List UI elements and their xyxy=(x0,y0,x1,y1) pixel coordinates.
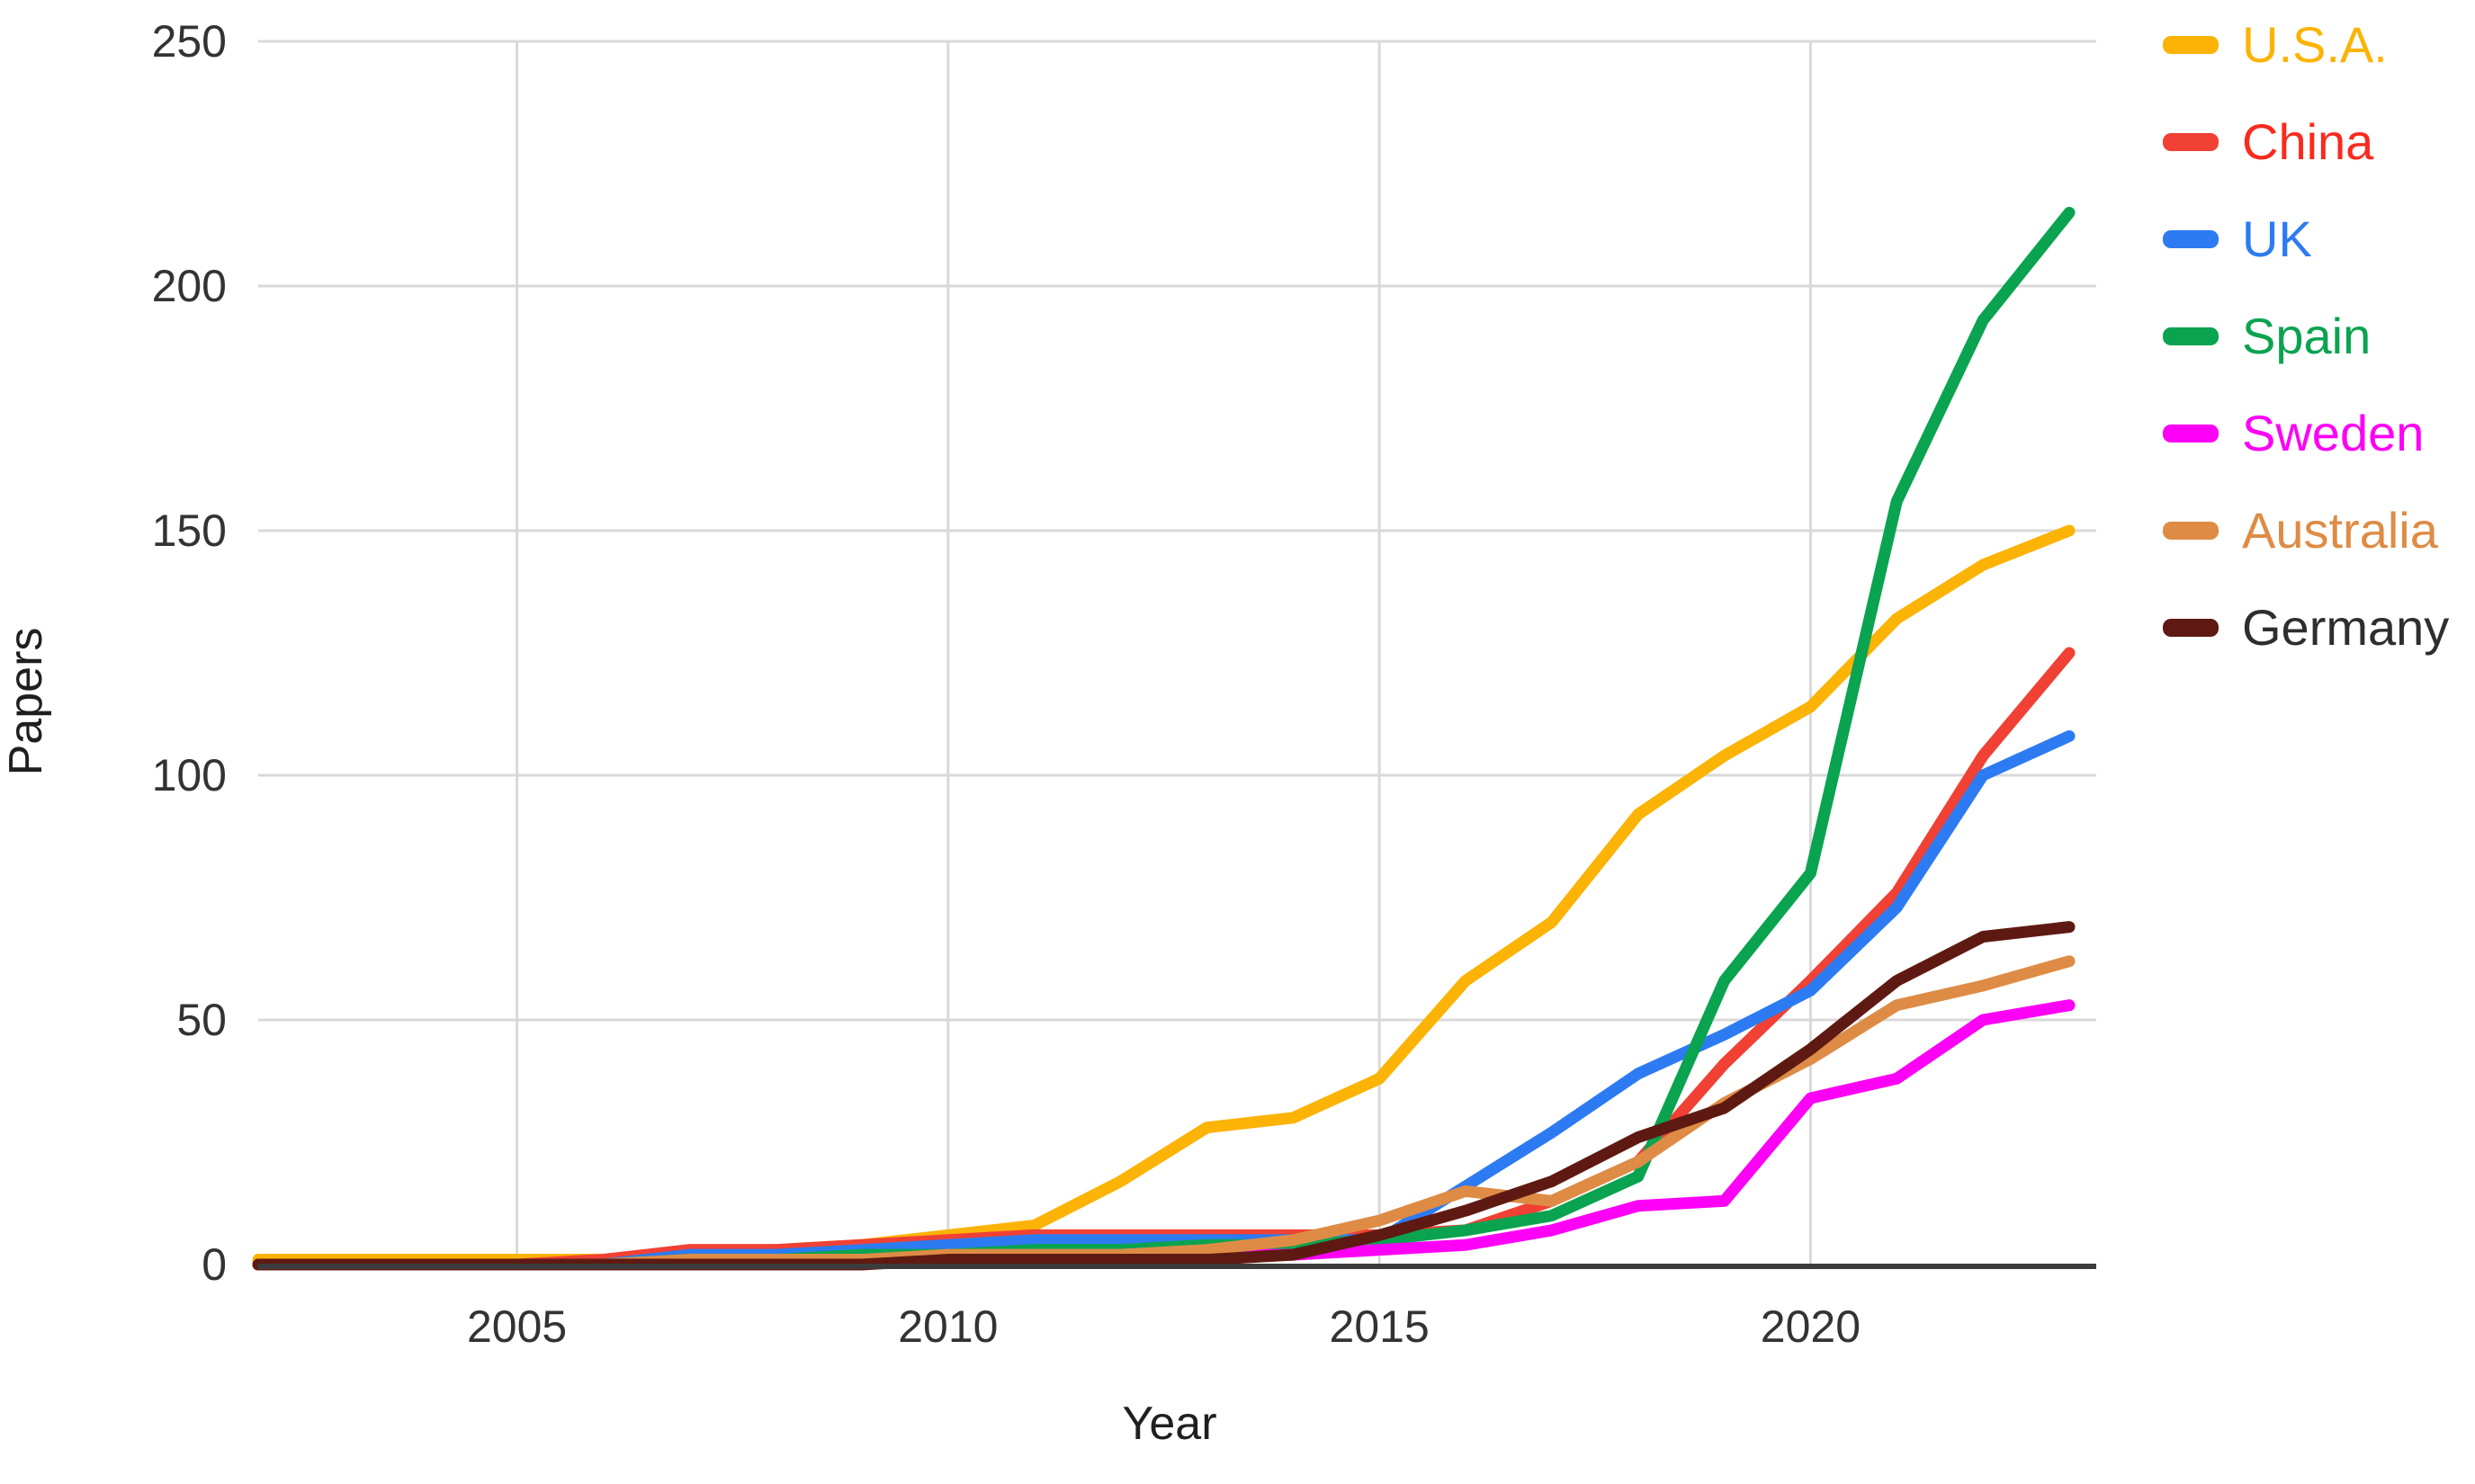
tick-labels-group: 0 50 100 150 200 250 2005 2010 2015 2020 xyxy=(152,16,1861,1352)
legend: U.S.A. China UK Spain Sweden Australia Germany xyxy=(2163,16,2449,656)
legend-label-china: China xyxy=(2242,113,2374,170)
x-axis-title: Year xyxy=(1122,1398,1216,1450)
legend-swatch-germany xyxy=(2163,619,2219,637)
y-tick-label: 0 xyxy=(202,1239,227,1290)
legend-swatch-china xyxy=(2163,133,2219,151)
legend-label-germany: Germany xyxy=(2242,599,2449,656)
legend-swatch-sweden xyxy=(2163,425,2219,443)
y-tick-label: 200 xyxy=(152,261,227,311)
x-tick-label: 2015 xyxy=(1330,1301,1430,1352)
y-tick-label: 50 xyxy=(176,995,227,1045)
legend-swatch-uk xyxy=(2163,230,2219,248)
y-tick-label: 250 xyxy=(152,16,227,67)
legend-swatch-australia xyxy=(2163,522,2219,540)
legend-swatch-spain xyxy=(2163,327,2219,345)
series-lines-group xyxy=(252,206,2076,1271)
gridlines-group xyxy=(258,40,2096,1265)
legend-item-usa: U.S.A. xyxy=(2163,16,2388,73)
x-tick-label: 2005 xyxy=(467,1301,567,1352)
legend-item-australia: Australia xyxy=(2163,502,2439,559)
legend-item-china: China xyxy=(2163,113,2374,170)
series-line-china xyxy=(252,647,2076,1271)
legend-label-usa: U.S.A. xyxy=(2242,16,2388,73)
x-tick-label: 2010 xyxy=(898,1301,998,1352)
series-line-uk xyxy=(252,729,2076,1271)
y-tick-label: 150 xyxy=(152,505,227,556)
y-tick-label: 100 xyxy=(152,750,227,800)
x-tick-label: 2020 xyxy=(1761,1301,1861,1352)
legend-label-spain: Spain xyxy=(2242,308,2371,364)
legend-label-sweden: Sweden xyxy=(2242,405,2424,461)
legend-swatch-usa xyxy=(2163,36,2219,54)
y-axis-title: Papers xyxy=(0,628,52,776)
legend-label-australia: Australia xyxy=(2242,502,2439,559)
legend-item-sweden: Sweden xyxy=(2163,405,2424,461)
legend-item-germany: Germany xyxy=(2163,599,2449,656)
legend-label-uk: UK xyxy=(2242,210,2312,267)
series-line-germany xyxy=(252,921,2076,1271)
legend-item-uk: UK xyxy=(2163,210,2312,267)
legend-item-spain: Spain xyxy=(2163,308,2371,364)
series-line-sweden xyxy=(252,999,2076,1271)
